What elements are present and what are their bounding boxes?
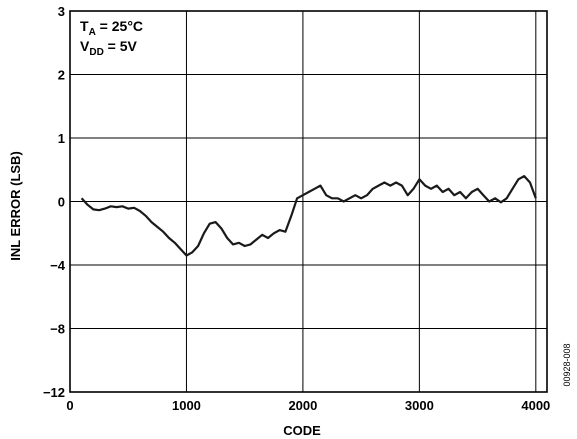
series-line-inl	[80, 175, 537, 257]
x-tick-label: 4000	[521, 398, 550, 413]
figure-id: 00928-008	[562, 343, 572, 386]
y-axis-title: INL ERROR (LSB)	[8, 151, 23, 261]
y-tick-label: 3	[58, 4, 65, 19]
x-tick-label: 3000	[405, 398, 434, 413]
y-tick-label: −8	[50, 322, 65, 337]
grid	[70, 11, 547, 392]
x-tick-label: 2000	[288, 398, 317, 413]
annotation-temperature: TA = 25°C	[80, 18, 143, 38]
y-tick-label: −4	[50, 258, 66, 273]
x-tick-label: 0	[66, 398, 73, 413]
y-tick-label: −12	[43, 385, 65, 400]
y-tick-label: 2	[58, 68, 65, 83]
x-axis-title: CODE	[283, 423, 321, 438]
y-tick-label: 1	[58, 131, 65, 146]
plot-frame	[69, 10, 548, 393]
y-tick-label: 0	[58, 195, 65, 210]
annotation-supply: VDD = 5V	[80, 38, 138, 58]
x-tick-label: 1000	[172, 398, 201, 413]
